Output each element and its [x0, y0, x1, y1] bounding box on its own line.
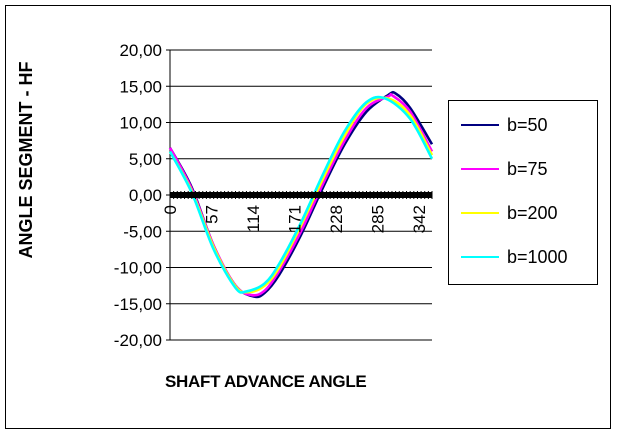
x-tick-label: 285	[368, 205, 387, 233]
legend-label: b=75	[507, 158, 548, 179]
legend-item: b=1000	[461, 247, 568, 267]
x-tick-label: 342	[410, 205, 429, 233]
series-line-b=1000	[168, 95, 434, 294]
legend-swatch	[461, 256, 499, 258]
legend-item: b=75	[461, 159, 548, 179]
x-tick-label: 0	[161, 205, 180, 214]
x-axis-title: SHAFT ADVANCE ANGLE	[165, 372, 367, 391]
y-tick-label: -20,00	[114, 331, 162, 350]
y-tick-label: 5,00	[129, 150, 162, 169]
legend-item: b=50	[461, 115, 548, 135]
legend-item: b=200	[461, 203, 558, 223]
legend-label: b=50	[507, 114, 548, 135]
y-tick-label: -5,00	[123, 222, 162, 241]
legend-label: b=1000	[507, 246, 568, 267]
y-tick-label: 20,00	[119, 41, 162, 60]
legend-swatch	[461, 168, 499, 170]
x-tick-label: 228	[327, 205, 346, 233]
y-tick-label: 0,00	[129, 186, 162, 205]
y-tick-label: 15,00	[119, 77, 162, 96]
y-tick-label: -15,00	[114, 295, 162, 314]
legend: b=50 b=75 b=200 b=1000	[448, 100, 598, 285]
x-tick-label: 114	[244, 205, 263, 232]
y-tick-label: -10,00	[114, 259, 162, 278]
x-tick-label: 171	[285, 205, 304, 233]
x-tick-label: 57	[202, 205, 221, 224]
legend-label: b=200	[507, 202, 558, 223]
y-tick-label: 10,00	[119, 114, 162, 133]
legend-swatch	[461, 212, 499, 214]
legend-swatch	[461, 124, 499, 126]
y-axis-title: ANGLE SEGMENT - HF	[16, 61, 36, 259]
